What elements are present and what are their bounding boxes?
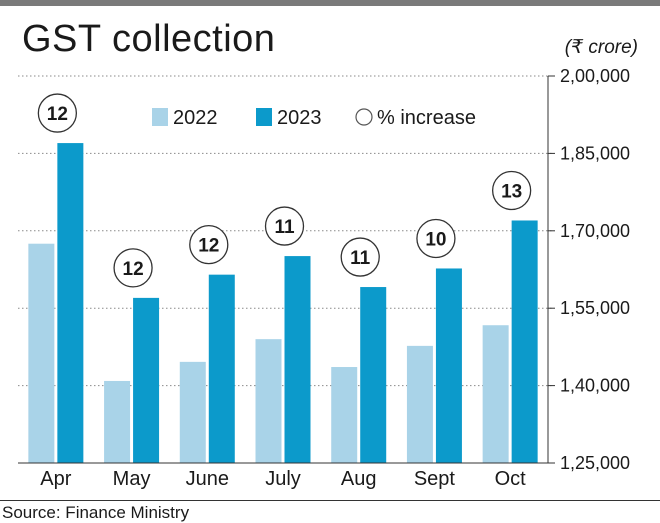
- y-tick-label: 1,25,000: [560, 453, 630, 473]
- pct-increase-label: 12: [198, 236, 219, 257]
- bar-2023: [435, 268, 462, 463]
- bar-2023: [133, 297, 160, 463]
- bar-2022: [406, 345, 433, 463]
- bars: [28, 143, 538, 463]
- unit-label: (₹ crore): [564, 37, 638, 58]
- bar-chart: 1,25,000 1,40,000 1,55,000 1,70,000 1,85,000…: [18, 66, 630, 490]
- y-tick-label: 2,00,000: [560, 66, 630, 86]
- x-category-label: July: [265, 468, 301, 490]
- pct-increase-markers: 12 12 12 11 11 10 13: [37, 93, 532, 288]
- pct-increase-label: 13: [501, 181, 522, 202]
- bar-2023: [511, 220, 538, 463]
- y-tick-label: 1,55,000: [560, 298, 630, 318]
- pct-increase-circle: [340, 237, 380, 277]
- y-tick-label: 1,70,000: [560, 221, 630, 241]
- pct-increase-label: 11: [274, 217, 295, 238]
- legend-label: 2023: [277, 107, 322, 129]
- y-tick-label: 1,40,000: [560, 376, 630, 396]
- y-tick-label: 1,85,000: [560, 143, 630, 163]
- pct-increase-circle: [491, 170, 532, 211]
- bar-2022: [28, 243, 55, 463]
- bar-2022: [255, 339, 282, 463]
- x-category-label: Oct: [495, 468, 527, 490]
- pct-increase-circle: [113, 248, 153, 288]
- bar-2023: [208, 274, 235, 463]
- pct-increase-label: 12: [123, 259, 144, 280]
- legend-label: 2022: [173, 107, 218, 129]
- bar-2023: [57, 143, 84, 463]
- bar-2022: [104, 380, 131, 463]
- pct-increase-label: 11: [350, 248, 371, 269]
- pct-increase-circle: [37, 93, 78, 133]
- legend: 2022 2023 % increase: [152, 107, 476, 129]
- x-category-label: Aug: [341, 468, 377, 490]
- footer-rule: [0, 500, 660, 501]
- circle-outline-icon: [355, 108, 373, 126]
- source-note: Source: Finance Ministry: [2, 503, 190, 522]
- bar-2022: [482, 325, 509, 463]
- pct-increase-circle: [416, 218, 456, 259]
- x-category-label: June: [186, 468, 229, 490]
- bar-2023: [284, 256, 311, 463]
- pct-increase-circle: [264, 206, 305, 246]
- legend-swatch-2023: [256, 108, 272, 126]
- pct-increase-label: 12: [47, 104, 68, 125]
- x-category-label: May: [113, 468, 151, 490]
- pct-increase-label: 10: [425, 229, 446, 250]
- bar-2023: [360, 287, 387, 463]
- x-category-label: Sept: [414, 468, 456, 490]
- axes: 1,25,000 1,40,000 1,55,000 1,70,000 1,85,000…: [18, 66, 630, 490]
- bar-2022: [331, 367, 358, 463]
- pct-increase-circle: [189, 225, 229, 265]
- x-category-label: Apr: [40, 468, 71, 490]
- bar-2022: [179, 361, 206, 463]
- top-accent-bar: [0, 0, 660, 6]
- chart-title: GST collection: [22, 18, 276, 60]
- legend-label: % increase: [377, 107, 476, 129]
- legend-swatch-2022: [152, 108, 168, 126]
